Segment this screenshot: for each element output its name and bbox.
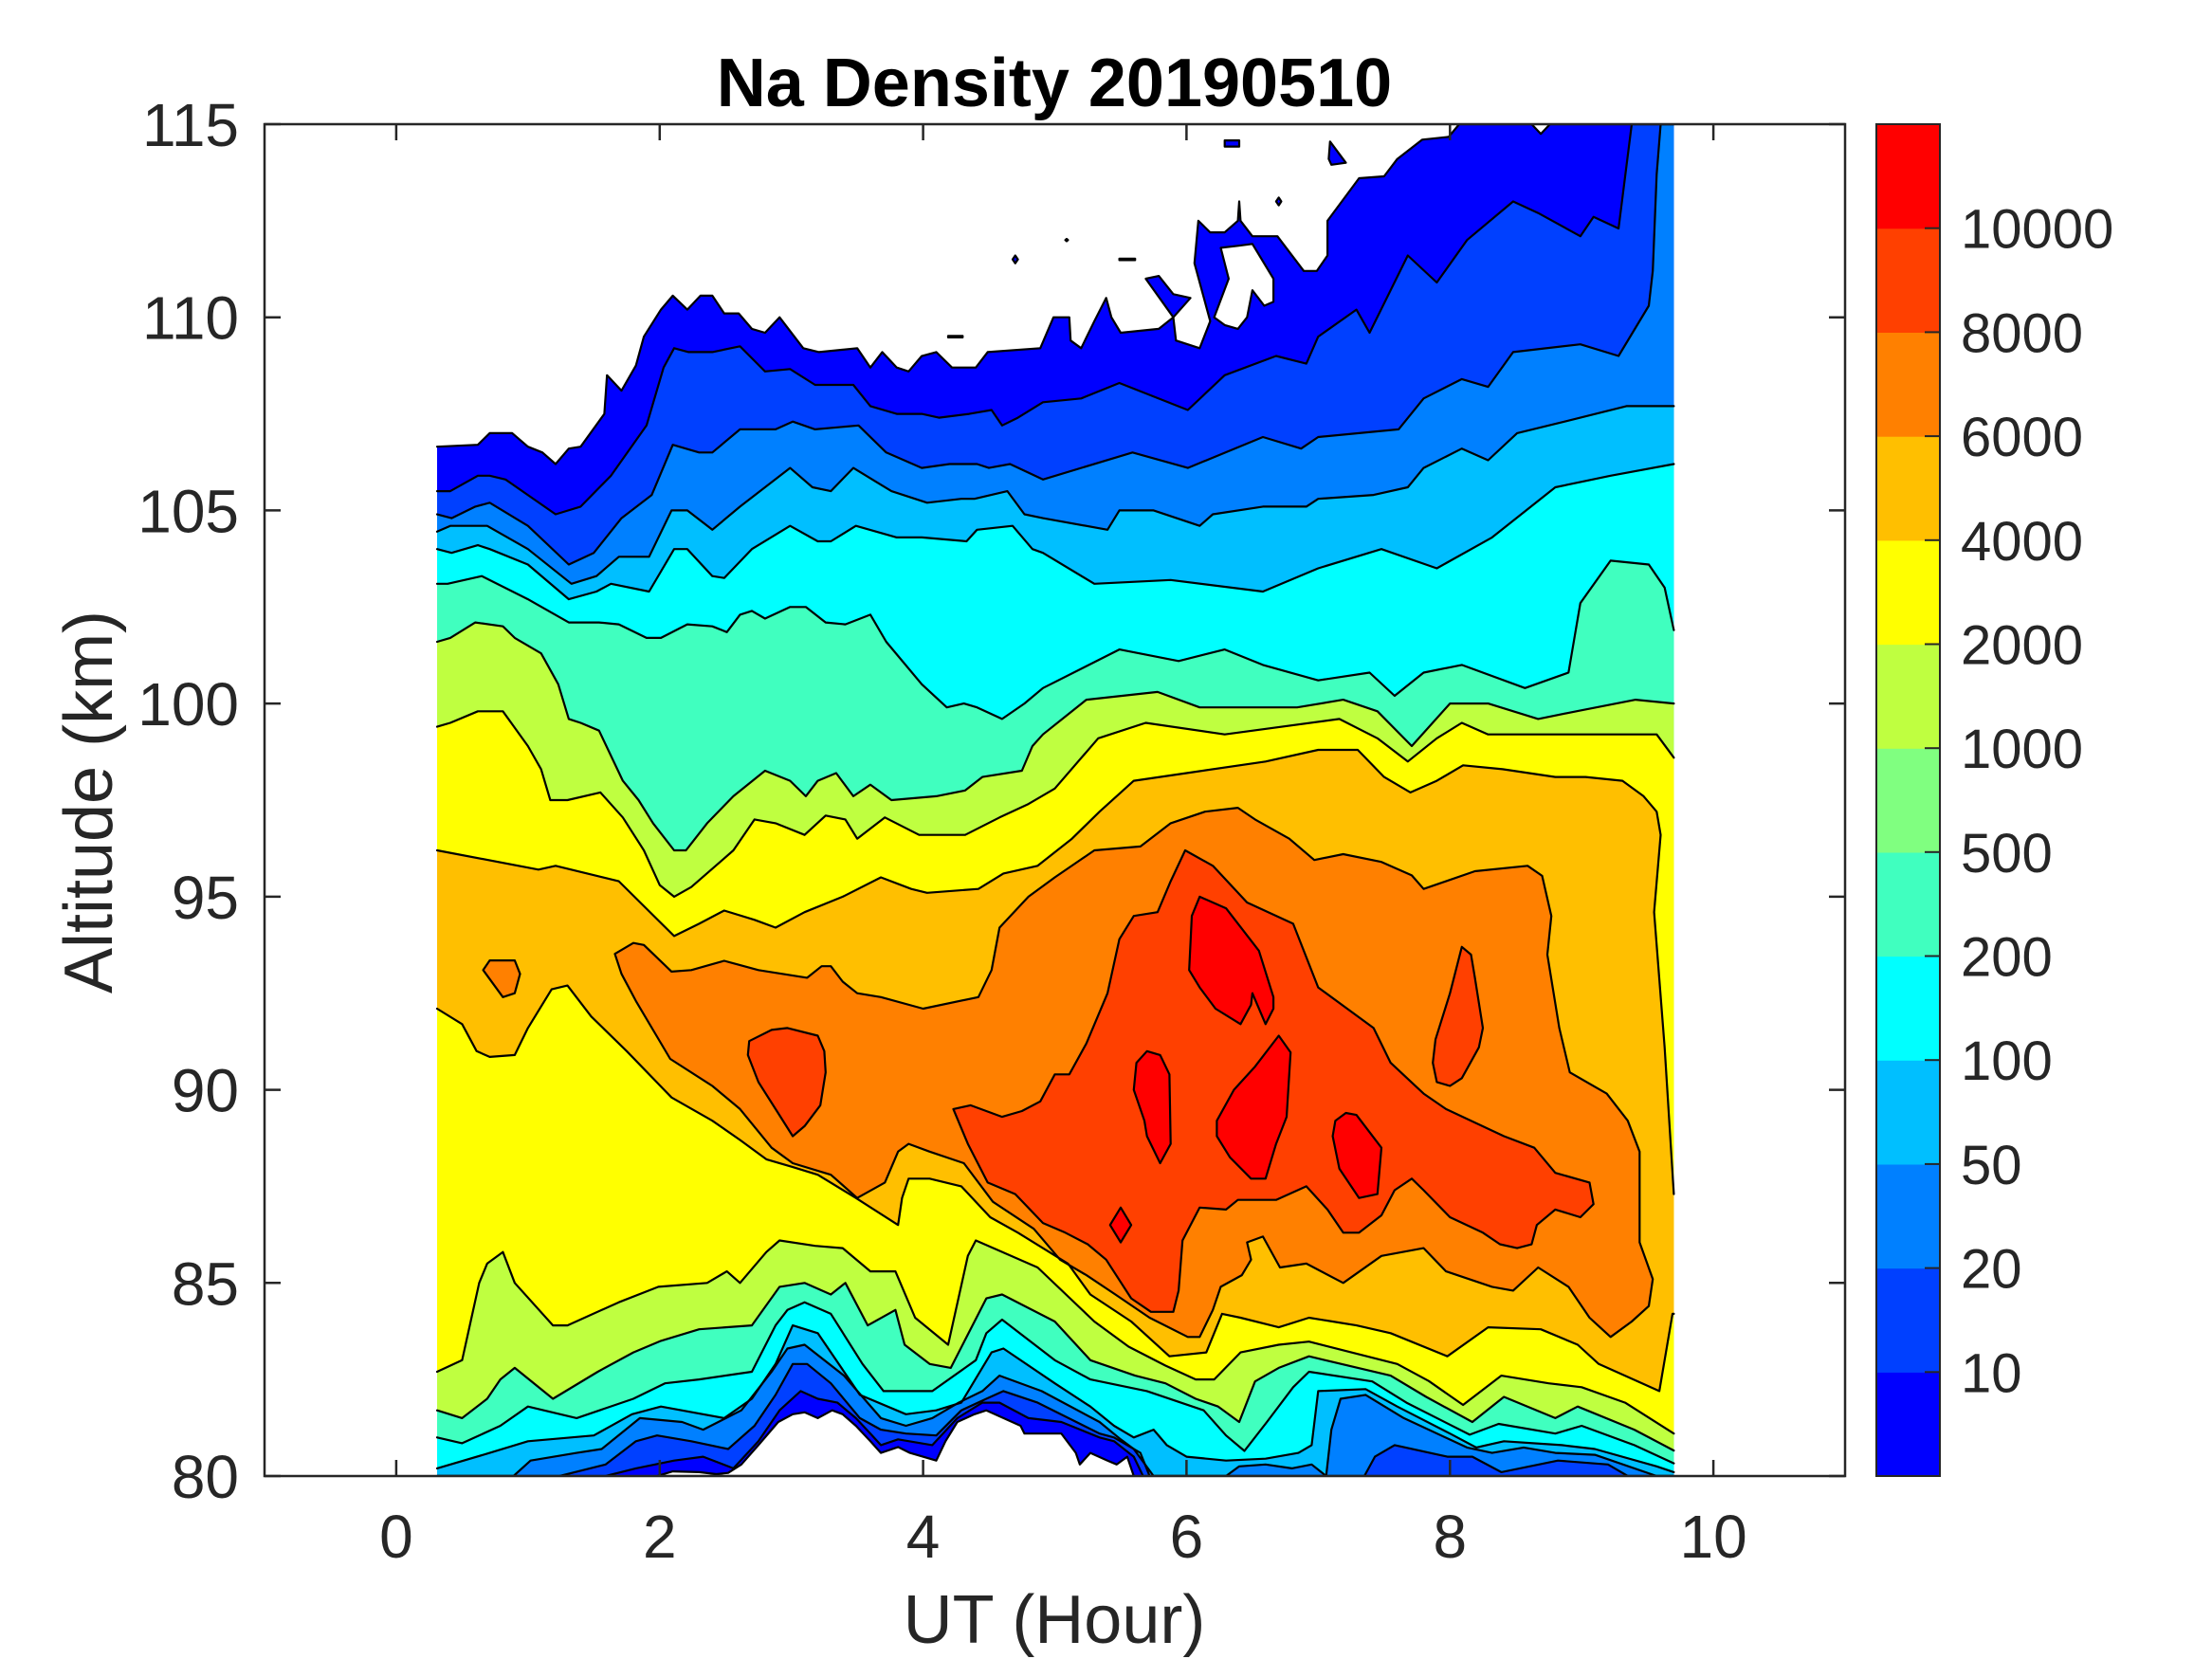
contour-line-lower-level-3 (435, 1362, 1675, 1476)
y-tick-label: 80 (172, 1443, 239, 1511)
y-tick-label: 105 (137, 477, 239, 545)
contour-speck-outline (1144, 275, 1192, 319)
contour-line-level-10 (482, 958, 521, 998)
contour-line-upper-level-2 (435, 124, 1675, 516)
contour-line-level-11 (1432, 945, 1485, 1087)
axis-tick-labels: 0 2 4 6 8 10 80 85 90 95 100 105 110 115 (137, 91, 1746, 1571)
y-tick-label: 95 (172, 864, 239, 932)
contour-line-level-12 (1132, 1049, 1172, 1165)
colorbar-segment (1876, 539, 1940, 646)
colorbar-segment (1876, 1267, 1940, 1373)
colorbar-tick-label: 2000 (1961, 615, 2083, 677)
x-tick-label: 4 (906, 1503, 941, 1571)
contour-region-level-11 (1433, 946, 1483, 1086)
x-tick-label: 10 (1680, 1503, 1747, 1571)
contour-line-upper-level-9 (435, 748, 1675, 1195)
colorbar-segment (1876, 436, 1940, 541)
no-data-region (657, 1410, 1134, 1476)
contour-speck (1145, 276, 1191, 318)
y-tick-label: 85 (172, 1249, 239, 1318)
colorbar-segment (1876, 644, 1940, 749)
colorbar-segment (1876, 748, 1940, 853)
no-data-outline (655, 1409, 1135, 1476)
colorbar: 10 20 50 100 200 500 1000 2000 4000 6000 8000 10000 (1875, 123, 2113, 1477)
contour-line-level-10 (613, 806, 1654, 1339)
no-data-outline (1213, 243, 1275, 330)
chart-title: Na Density 20190510 (717, 46, 1392, 121)
contour-line-lower-level-2 (435, 1390, 1675, 1476)
contour-line-upper-level-7 (435, 621, 1675, 852)
contour-line-level-11 (952, 848, 1595, 1313)
x-tick-label: 2 (643, 1503, 677, 1571)
contour-speck-outline (1064, 237, 1069, 243)
contour-line-upper-level-5 (435, 463, 1675, 601)
axis-ticks (265, 122, 1845, 1478)
contour-lines (435, 124, 1675, 1476)
colorbar-tick-label: 4000 (1961, 511, 2083, 573)
contour-speck-outline (1118, 257, 1137, 262)
x-tick-label: 6 (1170, 1503, 1204, 1571)
contour-fills (437, 124, 1674, 1476)
contour-speck (1328, 141, 1346, 165)
colorbar-segment (1876, 1163, 1940, 1269)
contour-line-upper-level-3 (435, 124, 1675, 566)
colorbar-frame (1875, 123, 1941, 1477)
contour-speck-outline (1223, 139, 1241, 148)
colorbar-segment (1876, 332, 1940, 437)
y-tick-label: 90 (172, 1057, 239, 1125)
contour-line-lower-level-7 (435, 1282, 1675, 1452)
contour-speck (1224, 140, 1239, 147)
contour-line-lower-level-8 (435, 1239, 1675, 1435)
colorbar-segment (1876, 956, 1940, 1061)
contour-speck-outline (1327, 140, 1347, 166)
colorbar-tick-label: 50 (1961, 1135, 2022, 1196)
colorbar-segment (1876, 228, 1940, 333)
plot-area (435, 124, 1675, 1476)
axes-box (263, 122, 1847, 1478)
contour-region-level-11 (747, 1028, 826, 1137)
y-tick-label: 115 (142, 91, 239, 159)
colorbar-tick-label: 500 (1961, 823, 2053, 884)
contour-line-lower-level-5 (435, 1323, 1675, 1474)
colorbar-tick-label: 8000 (1961, 302, 2083, 364)
colorbar-tick-label: 200 (1961, 927, 2053, 989)
y-tick-label: 100 (137, 670, 239, 738)
contour-line-upper-level-8 (435, 710, 1675, 899)
colorbar-tick-label: 10000 (1961, 199, 2113, 261)
colorbar-tick-label: 1000 (1961, 719, 2083, 780)
contour-line-lower-level-6 (435, 1301, 1675, 1465)
contour-line-upper-level-4 (435, 405, 1675, 585)
contour-line-lower-level-4 (435, 1343, 1675, 1476)
colorbar-segment (1876, 124, 1940, 229)
contour-line-level-12 (1216, 1034, 1292, 1180)
contour-line-level-12 (1188, 895, 1275, 1026)
contour-region-level-12 (1216, 1035, 1291, 1179)
no-data-region (1214, 244, 1274, 329)
colorbar-segment (1876, 1372, 1940, 1477)
colorbar-tick-label: 100 (1961, 1030, 2053, 1092)
y-tick-label: 110 (142, 284, 239, 353)
x-axis-label: UT (Hour) (904, 1582, 1206, 1658)
x-tick-label: 8 (1434, 1503, 1468, 1571)
x-tick-label: 0 (379, 1503, 413, 1571)
contour-speck-outline (946, 335, 964, 338)
colorbar-tick-label: 10 (1961, 1342, 2022, 1404)
contour-region-level-10 (483, 960, 521, 997)
contour-line-upper-level-1 (435, 124, 1675, 465)
contour-line-level-11 (746, 1027, 827, 1138)
contour-speck-outline (1274, 196, 1283, 207)
contour-line-lower-level-9 (435, 984, 1675, 1393)
y-axis-label: Altitude (km) (51, 611, 127, 994)
contour-line-upper-level-6 (435, 559, 1675, 720)
contour-line-level-12 (1108, 1206, 1133, 1244)
contour-speck-outline (1011, 254, 1019, 264)
colorbar-segment (1876, 851, 1940, 957)
colorbar-tick-label: 20 (1961, 1239, 2022, 1301)
colorbar-segment (1876, 1060, 1940, 1165)
contour-line-level-12 (1331, 1111, 1383, 1199)
contour-region-level-12 (1133, 1050, 1171, 1163)
colorbar-tick-label: 6000 (1961, 407, 2083, 468)
